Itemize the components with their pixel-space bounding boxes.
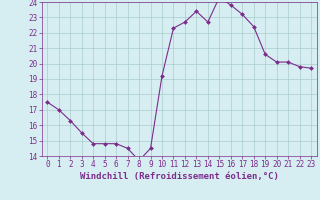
X-axis label: Windchill (Refroidissement éolien,°C): Windchill (Refroidissement éolien,°C) <box>80 172 279 181</box>
